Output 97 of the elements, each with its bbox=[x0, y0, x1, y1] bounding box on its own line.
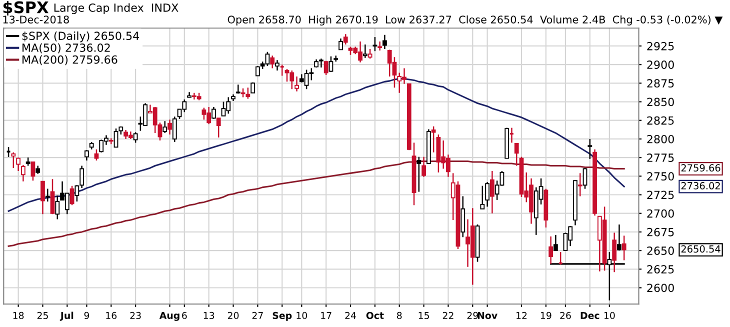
candlestick bbox=[216, 118, 221, 138]
x-tick-label: 10 bbox=[296, 312, 308, 320]
y-tick-label: 2825 bbox=[647, 116, 674, 125]
x-tick-label: Sep bbox=[272, 312, 292, 321]
candlestick bbox=[40, 180, 45, 215]
candlestick bbox=[509, 127, 514, 144]
candlestick bbox=[617, 224, 622, 252]
text: 13-Dec-2018 bbox=[3, 16, 69, 24]
x-tick-label: Oct bbox=[366, 312, 384, 320]
y-tick-label: 2775 bbox=[647, 154, 674, 162]
candlestick bbox=[255, 65, 260, 76]
x-tick-label: 18 bbox=[13, 312, 24, 320]
x-tick-label: 8 bbox=[397, 312, 402, 320]
x-tick-label: 6 bbox=[182, 312, 187, 320]
chart-subtitle: Large Cap Index INDX bbox=[54, 3, 178, 14]
candlestick bbox=[485, 181, 490, 208]
candlestick bbox=[416, 156, 422, 192]
candlestick bbox=[172, 116, 177, 143]
x-tick-label: 27 bbox=[252, 312, 263, 319]
x-tick-label: 26 bbox=[560, 312, 571, 320]
candlestick bbox=[280, 64, 285, 76]
y-tick-label: 2800 bbox=[647, 134, 674, 144]
legend-label: $SPX (Daily) 2650.54 bbox=[22, 31, 140, 42]
candlestick bbox=[372, 36, 378, 52]
text: 2736.02 bbox=[681, 182, 720, 190]
y-tick-label: 2925 bbox=[647, 42, 674, 50]
text: 2759.66 bbox=[681, 164, 720, 172]
y-tick-label: 2750 bbox=[647, 172, 674, 181]
candlestick bbox=[294, 76, 299, 92]
text: 2650.54 bbox=[681, 245, 720, 253]
candlestick bbox=[588, 138, 592, 160]
candlestick bbox=[480, 185, 485, 210]
legend-label: MA(50) 2736.02 bbox=[22, 43, 110, 54]
candlestick bbox=[30, 161, 36, 182]
candlestick bbox=[80, 165, 84, 189]
candlestick bbox=[16, 156, 20, 172]
x-tick-label: Jul bbox=[60, 312, 74, 321]
candlestick bbox=[275, 59, 280, 72]
x-tick-label: 25 bbox=[37, 312, 48, 320]
y-tick-label: 2725 bbox=[647, 190, 674, 200]
candlestick bbox=[490, 170, 494, 214]
candlestick bbox=[338, 38, 343, 50]
x-tick-label: 16 bbox=[106, 312, 117, 320]
x-tick-label: 19 bbox=[540, 312, 552, 320]
candlestick bbox=[94, 148, 99, 162]
x-tick-label: Nov bbox=[478, 312, 498, 320]
x-tick-label: 13 bbox=[204, 312, 214, 320]
x-tick-label: Dec bbox=[580, 312, 600, 320]
y-tick-label: 2875 bbox=[647, 79, 674, 88]
candlestick bbox=[50, 178, 55, 215]
candlestick bbox=[162, 120, 168, 134]
x-tick-label: 9 bbox=[84, 312, 90, 320]
candlestick bbox=[378, 40, 382, 52]
x-tick-label: 23 bbox=[130, 312, 141, 320]
y-tick-label: 2625 bbox=[647, 265, 674, 274]
candlestick bbox=[246, 87, 250, 100]
x-tick-label: 29 bbox=[467, 312, 478, 320]
y-tick-label: 2700 bbox=[647, 209, 674, 218]
x-tick-label: 12 bbox=[516, 312, 527, 319]
candlestick bbox=[11, 152, 16, 169]
candlestick bbox=[84, 149, 89, 162]
y-tick-label: 2850 bbox=[647, 98, 674, 106]
candlestick bbox=[74, 184, 80, 202]
candlestick bbox=[422, 156, 426, 178]
x-tick-label: 17 bbox=[321, 312, 332, 319]
candlestick bbox=[133, 132, 138, 144]
candlestick bbox=[382, 34, 387, 50]
text: Open 2658.70 High 2670.19 Low 2637.27 Close 2650.54 Volume 2.4B Chg -0.53 (-0.02%) ▼ bbox=[228, 15, 723, 26]
candlestick bbox=[548, 236, 554, 265]
candlestick bbox=[612, 232, 617, 273]
candlestick bbox=[460, 196, 466, 238]
candlestick bbox=[514, 142, 519, 166]
candlestick bbox=[212, 106, 216, 120]
candlestick bbox=[431, 126, 436, 153]
legend-label: MA(200) 2759.66 bbox=[22, 55, 118, 66]
candlestick bbox=[20, 164, 26, 182]
candlestick bbox=[554, 234, 558, 252]
x-tick-label: Aug bbox=[159, 312, 180, 321]
x-tick-label: 10 bbox=[604, 312, 615, 320]
x-tick-label: 24 bbox=[345, 312, 356, 319]
candlestick bbox=[270, 55, 275, 69]
candlestick bbox=[45, 188, 50, 202]
y-tick-label: 2600 bbox=[647, 284, 674, 292]
candlestick bbox=[324, 60, 328, 76]
candlestick bbox=[343, 33, 348, 46]
y-tick-label: 2900 bbox=[647, 60, 674, 69]
x-tick-label: 22 bbox=[442, 312, 454, 319]
candlestick bbox=[168, 118, 172, 136]
candlestick bbox=[328, 56, 334, 73]
y-tick-label: 2675 bbox=[647, 228, 674, 236]
y-tick-label: 2650 bbox=[647, 246, 674, 255]
candlestick bbox=[70, 185, 74, 206]
x-tick-label: 20 bbox=[228, 312, 239, 320]
x-tick-label: 15 bbox=[418, 312, 429, 320]
chart-title: $SPX bbox=[3, 0, 49, 16]
candlestick bbox=[622, 235, 626, 261]
candlestick bbox=[55, 194, 60, 220]
